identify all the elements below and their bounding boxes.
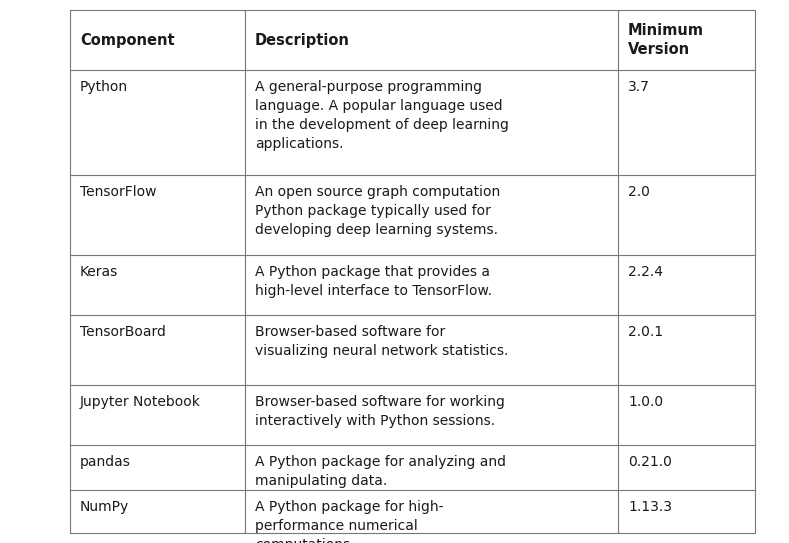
Text: A Python package for high-
performance numerical
computations.: A Python package for high- performance n… [255, 500, 443, 543]
Text: 1.13.3: 1.13.3 [628, 500, 672, 514]
Text: NumPy: NumPy [80, 500, 129, 514]
Text: Minimum
Version: Minimum Version [628, 23, 704, 58]
Text: TensorBoard: TensorBoard [80, 325, 166, 339]
Text: Description: Description [255, 33, 350, 47]
Text: 2.0.1: 2.0.1 [628, 325, 663, 339]
Text: 2.2.4: 2.2.4 [628, 265, 663, 279]
Bar [70, 10, 755, 533]
Text: Jupyter Notebook: Jupyter Notebook [80, 395, 201, 409]
Text: TensorFlow: TensorFlow [80, 185, 156, 199]
Text: 3.7: 3.7 [628, 80, 650, 94]
Text: 0.21.0: 0.21.0 [628, 455, 672, 469]
Text: 1.0.0: 1.0.0 [628, 395, 663, 409]
Text: Browser-based software for working
interactively with Python sessions.: Browser-based software for working inter… [255, 395, 505, 428]
Text: A Python package for analyzing and
manipulating data.: A Python package for analyzing and manip… [255, 455, 506, 488]
Text: Component: Component [80, 33, 174, 47]
Text: pandas: pandas [80, 455, 131, 469]
Text: A Python package that provides a
high-level interface to TensorFlow.: A Python package that provides a high-le… [255, 265, 492, 298]
Text: An open source graph computation
Python package typically used for
developing de: An open source graph computation Python … [255, 185, 500, 237]
Text: A general-purpose programming
language. A popular language used
in the developme: A general-purpose programming language. … [255, 80, 509, 151]
Text: 2.0: 2.0 [628, 185, 650, 199]
Text: Browser-based software for
visualizing neural network statistics.: Browser-based software for visualizing n… [255, 325, 508, 358]
Text: Python: Python [80, 80, 128, 94]
Text: Keras: Keras [80, 265, 118, 279]
